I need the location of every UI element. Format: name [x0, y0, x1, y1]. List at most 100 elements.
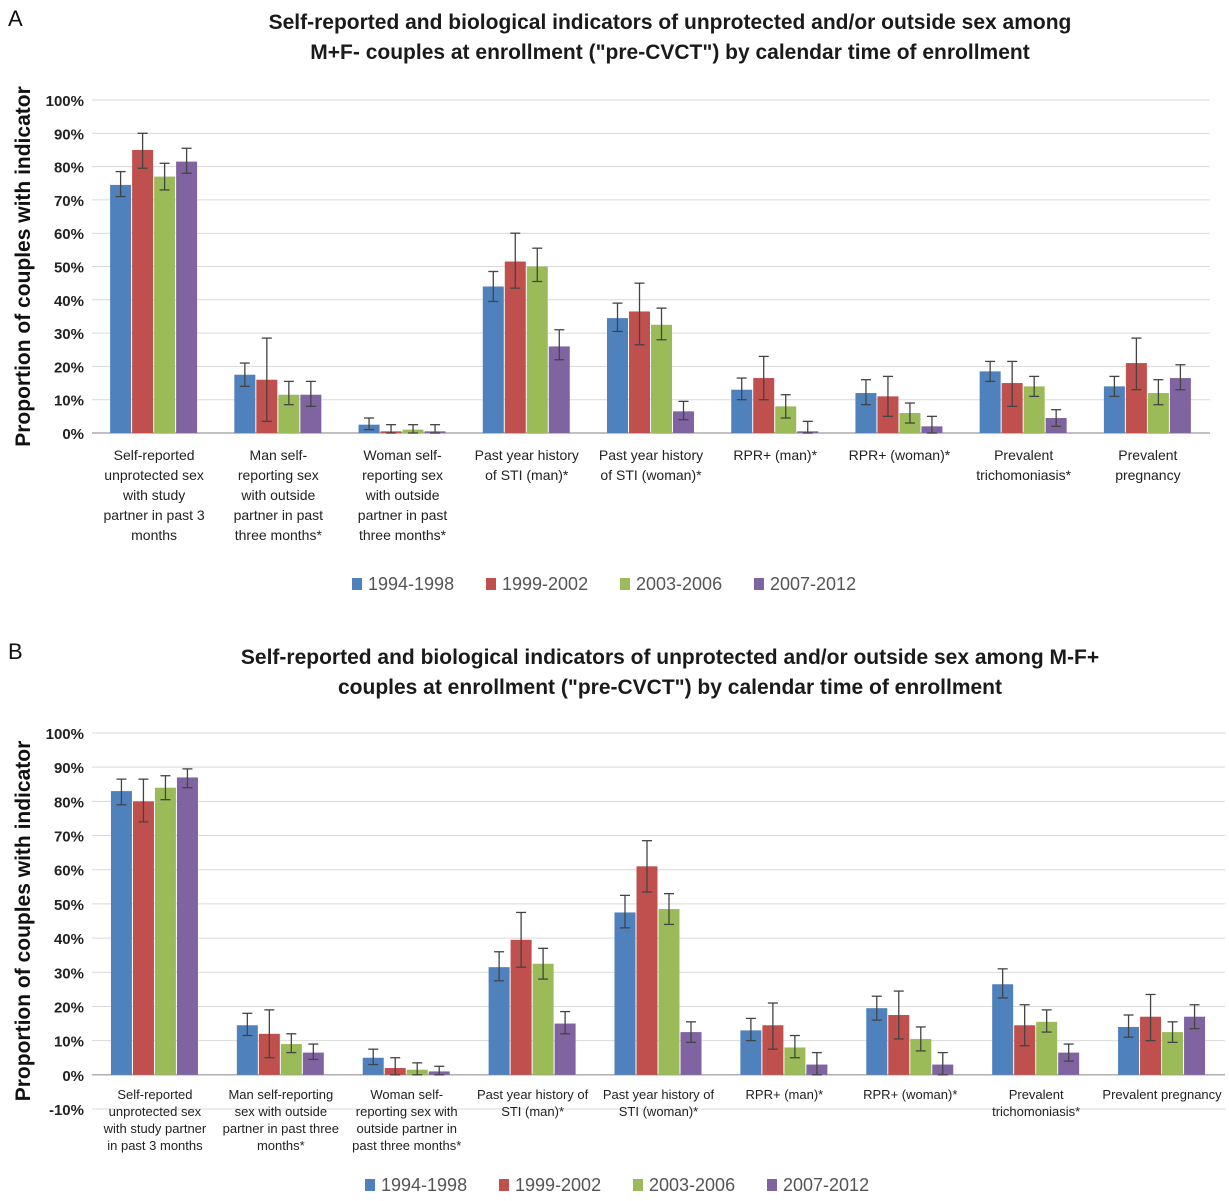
bar	[629, 311, 650, 433]
y-tick-label: 90%	[54, 760, 84, 777]
legend-swatch	[499, 1179, 509, 1191]
bar	[762, 1025, 784, 1075]
legend-swatch	[620, 578, 630, 590]
x-tick-label: Prevalent pregnancy	[1115, 447, 1180, 483]
bar	[784, 1047, 806, 1075]
panel-letter: B	[8, 639, 23, 664]
x-tick-label: RPR+ (man)*	[746, 1087, 824, 1102]
bar	[855, 393, 877, 433]
bar	[110, 184, 132, 433]
y-tick-label: 20%	[54, 359, 84, 376]
legend-swatch	[633, 1179, 643, 1191]
bar	[278, 394, 300, 433]
y-axis-label: Proportion of couples with indicator	[12, 741, 35, 1102]
bar	[488, 967, 510, 1075]
panel-a: A Self-reported and biological indicator…	[0, 0, 1229, 600]
panel-letter: A	[8, 6, 23, 31]
bar	[154, 176, 176, 433]
chart-title-line: Self-reported and biological indicators …	[240, 646, 1100, 669]
bar	[979, 371, 1001, 433]
y-tick-label: 50%	[54, 897, 84, 914]
bar	[1036, 1021, 1058, 1075]
x-tick-label: Man self-reporting sex with outside partne…	[223, 1087, 339, 1153]
bar	[1162, 1032, 1184, 1075]
legend-swatch	[365, 1179, 375, 1191]
x-tick-label: Man self-reporting sex with outside partne…	[234, 447, 324, 543]
bar	[910, 1038, 932, 1075]
x-tick-label: Prevalent pregnancy	[1102, 1087, 1222, 1102]
bar	[680, 1032, 702, 1075]
bar	[636, 866, 658, 1075]
y-tick-label: -10%	[49, 1102, 84, 1119]
bar	[554, 1023, 576, 1075]
bar	[110, 791, 132, 1075]
bar	[132, 149, 154, 433]
bar-chart-b: -10% 0% 10% 20% 30% 40% 50% 60% 70% 80% 90% 100% Pro…	[12, 726, 1225, 1195]
legend-label: 1999-2002	[502, 574, 588, 594]
x-tick-label: RPR+ (woman)*	[849, 447, 951, 463]
bar	[1147, 393, 1169, 433]
bar	[1118, 1026, 1140, 1075]
bar	[300, 394, 322, 433]
panel-b: B Self-reported and biological indicator…	[0, 635, 1229, 1201]
x-tick-label: Woman self-reporting sex with outside par…	[352, 1087, 461, 1153]
y-tick-label: 30%	[54, 965, 84, 982]
bar	[234, 374, 256, 433]
x-tick-label: Past year history of STI (man)*	[477, 1087, 589, 1119]
chart-title-line: couples at enrollment ("pre-CVCT") by ca…	[337, 676, 1003, 699]
y-tick-label: 30%	[54, 326, 84, 343]
bar	[651, 324, 672, 433]
bar	[362, 1057, 384, 1075]
bar	[731, 389, 753, 433]
y-tick-label: 10%	[54, 393, 84, 410]
bar	[504, 261, 526, 433]
x-tick-label: Self-reported unprotected sex with study p…	[103, 1087, 207, 1153]
bar	[1058, 1052, 1080, 1075]
legend-swatch	[767, 1179, 777, 1191]
y-tick-label: 70%	[54, 829, 84, 846]
y-tick-label: 20%	[54, 999, 84, 1016]
legend-label: 2007-2012	[783, 1175, 869, 1195]
legend: 1994-1998 1999-2002 2003-2006 2007-2012	[352, 574, 856, 594]
bar	[1125, 363, 1147, 433]
y-axis-label: Proportion of couples with indicator	[12, 86, 35, 447]
chart-title-line: M+F- couples at enrollment ("pre-CVCT") …	[310, 41, 1030, 64]
x-tick-label: Prevalent trichomoniasis*	[992, 1087, 1080, 1119]
x-tick-label: Woman self-reporting sex with outside part…	[358, 447, 448, 543]
bar	[280, 1044, 302, 1075]
y-tick-label: 0%	[62, 426, 84, 443]
bar	[1103, 386, 1125, 433]
bar	[236, 1025, 258, 1075]
chart-title: Self-reported and biological indicators …	[180, 8, 1160, 68]
bar	[510, 939, 532, 1075]
legend-label: 1999-2002	[515, 1175, 601, 1195]
legend-label: 2003-2006	[649, 1175, 735, 1195]
x-tick-label: Past year history of STI (woman)*	[603, 1087, 715, 1119]
legend-swatch	[754, 578, 764, 590]
y-tick-label: 60%	[54, 863, 84, 880]
bar	[176, 777, 198, 1075]
x-tick-label: Past year history of STI (man)*	[475, 447, 579, 483]
legend: 1994-1998 1999-2002 2003-2006 2007-2012	[365, 1175, 869, 1195]
bar	[154, 787, 176, 1075]
legend-swatch	[352, 578, 362, 590]
bar	[1184, 1016, 1206, 1075]
bar	[753, 378, 775, 433]
bar	[548, 346, 570, 433]
x-tick-label: RPR+ (woman)*	[863, 1087, 957, 1102]
bar	[992, 984, 1014, 1075]
y-tick-label: 70%	[54, 193, 84, 210]
chart-title: Self-reported and biological indicators …	[180, 643, 1160, 703]
bar	[673, 411, 694, 433]
bar	[740, 1030, 762, 1075]
y-tick-label: 10%	[54, 1034, 84, 1051]
y-tick-label: 40%	[54, 293, 84, 310]
chart-title-line: Self-reported and biological indicators …	[268, 11, 1072, 34]
bar	[526, 266, 548, 433]
legend-label: 2003-2006	[636, 574, 722, 594]
bar	[775, 406, 797, 433]
bar	[482, 286, 504, 433]
bar	[658, 909, 680, 1075]
bar	[1001, 383, 1023, 433]
y-tick-label: 90%	[54, 126, 84, 143]
